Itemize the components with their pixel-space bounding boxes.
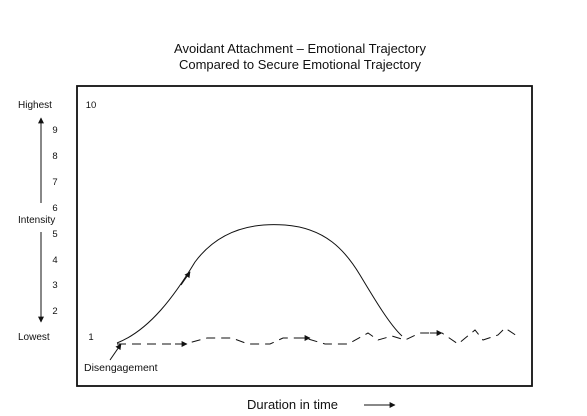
chart-title-line1: Avoidant Attachment – Emotional Trajecto… — [174, 41, 426, 56]
secure-trajectory-dashed-line — [117, 327, 521, 345]
curve-arrow — [180, 271, 191, 286]
tick-label: 2 — [52, 306, 58, 317]
avoidant-trajectory-curve — [116, 224, 403, 344]
tick-label: 1 — [88, 332, 94, 343]
tick-label: 10 — [85, 100, 97, 111]
x-axis-label: Duration in time — [247, 397, 339, 412]
tick-label: 3 — [52, 280, 58, 291]
tick-label: 7 — [52, 177, 58, 188]
plot-frame — [76, 85, 533, 387]
tick-label: 5 — [52, 229, 58, 240]
disengagement-label: Disengagement — [84, 362, 158, 374]
tick-label: 4 — [52, 255, 58, 266]
chart-title-line2: Compared to Secure Emotional Trajectory — [178, 57, 422, 72]
y-highest-label: Highest — [18, 100, 52, 111]
y-lowest-label: Lowest — [18, 332, 50, 343]
disengagement-arrow — [109, 343, 122, 361]
tick-label: 8 — [52, 151, 58, 162]
tick-label: 6 — [52, 203, 58, 214]
y-intensity-label: Intensity — [18, 215, 56, 226]
tick-label: 9 — [52, 125, 58, 136]
